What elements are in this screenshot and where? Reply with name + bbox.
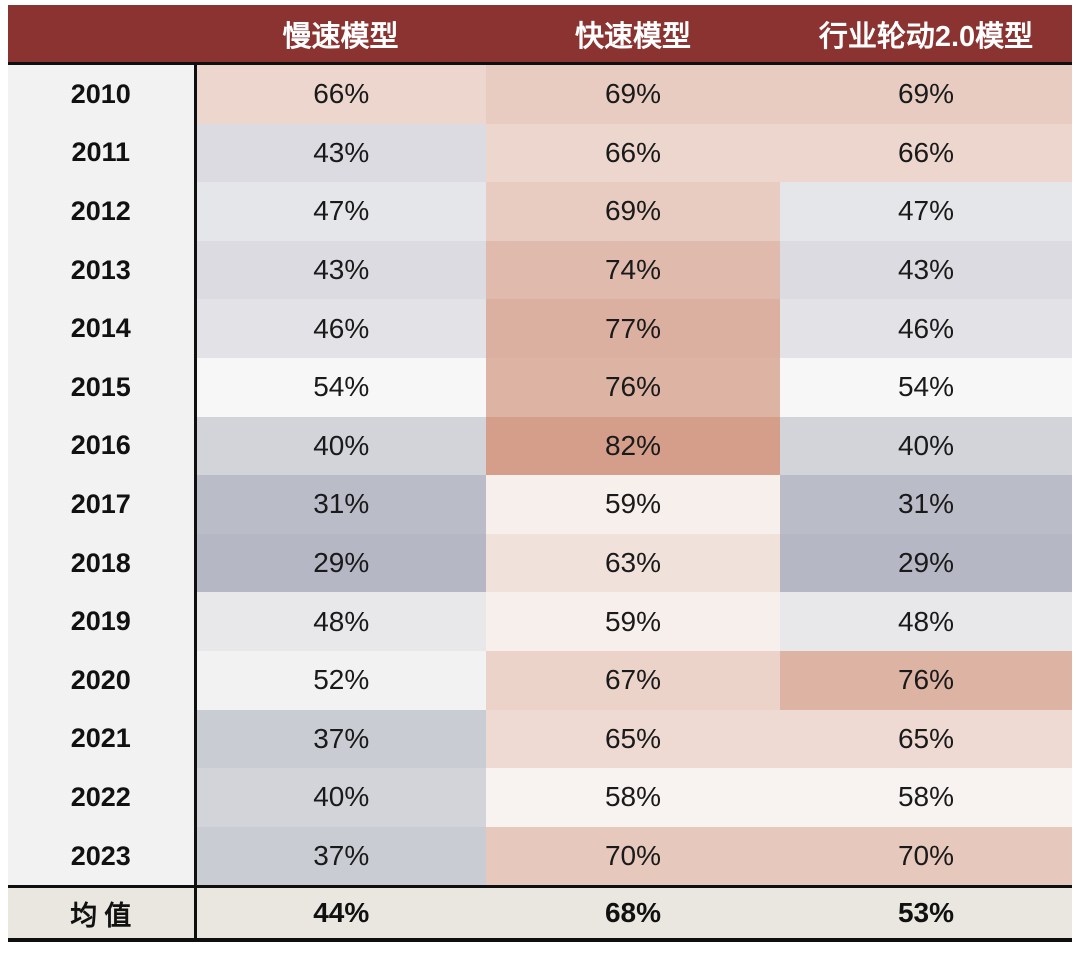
value-cell: 76% [486,357,780,417]
value-cell: 58% [780,768,1072,827]
table-row: 2017 31% 59% 31% [8,475,1072,534]
row-year: 2019 [8,592,197,651]
row-year: 2020 [8,650,197,710]
value-cell: 40% [195,768,486,827]
summary-value-fast: 68% [486,885,780,943]
value-cell: 46% [195,299,486,358]
header-fast-model: 快速模型 [486,5,780,65]
value-cell: 70% [486,826,780,887]
value-cell: 29% [780,533,1072,593]
value-cell: 77% [486,299,780,358]
value-cell: 40% [195,416,486,476]
value-cell: 31% [195,475,486,534]
value-cell: 65% [780,709,1072,769]
row-year: 2018 [8,533,197,593]
header-slow-model: 慢速模型 [195,5,486,65]
table-row: 2023 37% 70% 70% [8,826,1072,887]
row-year: 2023 [8,826,197,887]
value-cell: 47% [195,182,486,241]
value-cell: 43% [195,123,486,183]
summary-row: 均值 44% 68% 53% [8,885,1072,943]
value-cell: 76% [780,650,1072,710]
value-cell: 46% [780,299,1072,358]
row-year: 2016 [8,416,197,476]
value-cell: 54% [780,357,1072,417]
value-cell: 66% [780,123,1072,183]
table-row: 2018 29% 63% 29% [8,533,1072,593]
row-year: 2011 [8,123,197,183]
value-cell: 43% [780,240,1072,300]
value-cell: 31% [780,475,1072,534]
value-cell: 37% [195,709,486,769]
table-row: 2014 46% 77% 46% [8,299,1072,358]
value-cell: 69% [486,63,780,124]
table-row: 2019 48% 59% 48% [8,592,1072,651]
value-cell: 59% [486,592,780,651]
row-year: 2014 [8,299,197,358]
value-cell: 37% [195,826,486,887]
value-cell: 58% [486,768,780,827]
table-body: 2010 66% 69% 69% 2011 43% 66% 66% 2012 4… [8,63,1072,887]
value-cell: 74% [486,240,780,300]
row-year: 2010 [8,63,197,124]
value-cell: 48% [780,592,1072,651]
value-cell: 40% [780,416,1072,476]
value-cell: 52% [195,650,486,710]
row-year: 2013 [8,240,197,300]
row-year: 2017 [8,475,197,534]
row-year: 2022 [8,768,197,827]
header-industry-rotation-model: 行业轮动2.0模型 [780,5,1072,65]
table-row: 2015 54% 76% 54% [8,357,1072,417]
table-row: 2010 66% 69% 69% [8,63,1072,124]
row-year: 2021 [8,709,197,769]
table-footer: 均值 44% 68% 53% [8,885,1072,943]
table-header: 慢速模型 快速模型 行业轮动2.0模型 [8,5,1072,65]
header-year-cell [8,5,195,65]
table-row: 2013 43% 74% 43% [8,240,1072,300]
value-cell: 43% [195,240,486,300]
table-row: 2021 37% 65% 65% [8,709,1072,769]
value-cell: 65% [486,709,780,769]
value-cell: 69% [780,63,1072,124]
value-cell: 59% [486,475,780,534]
table-row: 2011 43% 66% 66% [8,123,1072,183]
summary-value-slow: 44% [195,885,486,943]
table-row: 2020 52% 67% 76% [8,650,1072,710]
value-cell: 48% [195,592,486,651]
value-cell: 66% [486,123,780,183]
value-cell: 66% [195,63,486,124]
table-row: 2012 47% 69% 47% [8,182,1072,241]
row-year: 2015 [8,357,197,417]
value-cell: 54% [195,357,486,417]
table-row: 2016 40% 82% 40% [8,416,1072,476]
header-row: 慢速模型 快速模型 行业轮动2.0模型 [8,5,1072,65]
value-cell: 82% [486,416,780,476]
row-year: 2012 [8,182,197,241]
value-cell: 69% [486,182,780,241]
value-cell: 70% [780,826,1072,887]
model-winrate-table: 慢速模型 快速模型 行业轮动2.0模型 2010 66% 69% 69% 201… [8,5,1072,943]
value-cell: 67% [486,650,780,710]
summary-label: 均值 [8,885,197,943]
value-cell: 63% [486,533,780,593]
table-row: 2022 40% 58% 58% [8,768,1072,827]
value-cell: 29% [195,533,486,593]
summary-value-industry: 53% [780,885,1072,943]
value-cell: 47% [780,182,1072,241]
